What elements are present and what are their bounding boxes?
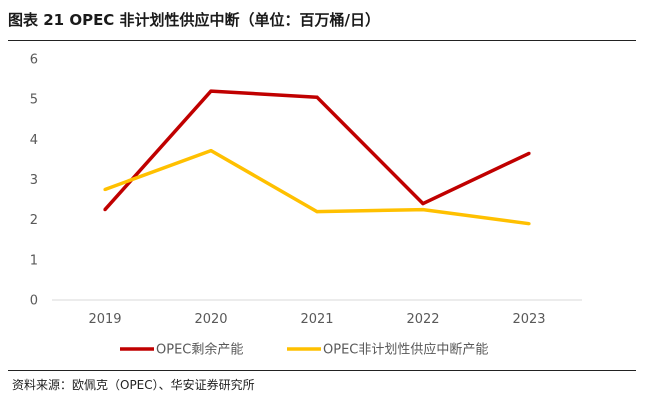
y-tick-label: 5 xyxy=(30,93,38,108)
data-point xyxy=(209,89,213,93)
x-tick-label: 2021 xyxy=(300,312,333,327)
data-point xyxy=(421,208,425,212)
data-point xyxy=(527,151,531,155)
data-point xyxy=(315,210,319,214)
legend-label: OPEC剩余产能 xyxy=(156,342,243,358)
y-axis: 0 1 2 3 4 5 6 xyxy=(30,53,38,309)
series-layer xyxy=(103,89,531,226)
data-point xyxy=(527,222,531,226)
source-divider xyxy=(8,370,636,371)
legend-label: OPEC非计划性供应中断产能 xyxy=(323,342,488,358)
title-divider xyxy=(8,40,636,41)
data-point xyxy=(209,148,213,153)
data-point xyxy=(315,95,319,99)
y-tick-label: 6 xyxy=(30,53,38,68)
x-tick-label: 2019 xyxy=(88,312,121,327)
figure-title: 图表 21 OPEC 非计划性供应中断（单位：百万桶/日） xyxy=(8,11,381,29)
x-tick-label: 2022 xyxy=(406,312,439,327)
y-tick-label: 3 xyxy=(30,173,38,188)
legend: OPEC剩余产能 OPEC非计划性供应中断产能 xyxy=(120,342,488,358)
data-point xyxy=(103,208,107,212)
y-tick-label: 4 xyxy=(30,133,38,148)
y-tick-label: 0 xyxy=(30,294,38,309)
data-point xyxy=(103,187,107,192)
data-point xyxy=(421,202,425,206)
x-tick-label: 2023 xyxy=(512,312,545,327)
x-tick-label: 2020 xyxy=(194,312,227,327)
source-note: 资料来源：欧佩克（OPEC）、华安证券研究所 xyxy=(12,378,255,392)
series-line-1 xyxy=(103,89,530,211)
y-tick-label: 1 xyxy=(30,253,38,268)
y-tick-label: 2 xyxy=(30,213,38,228)
x-axis: 2019 2020 2021 2022 2023 xyxy=(88,312,545,327)
